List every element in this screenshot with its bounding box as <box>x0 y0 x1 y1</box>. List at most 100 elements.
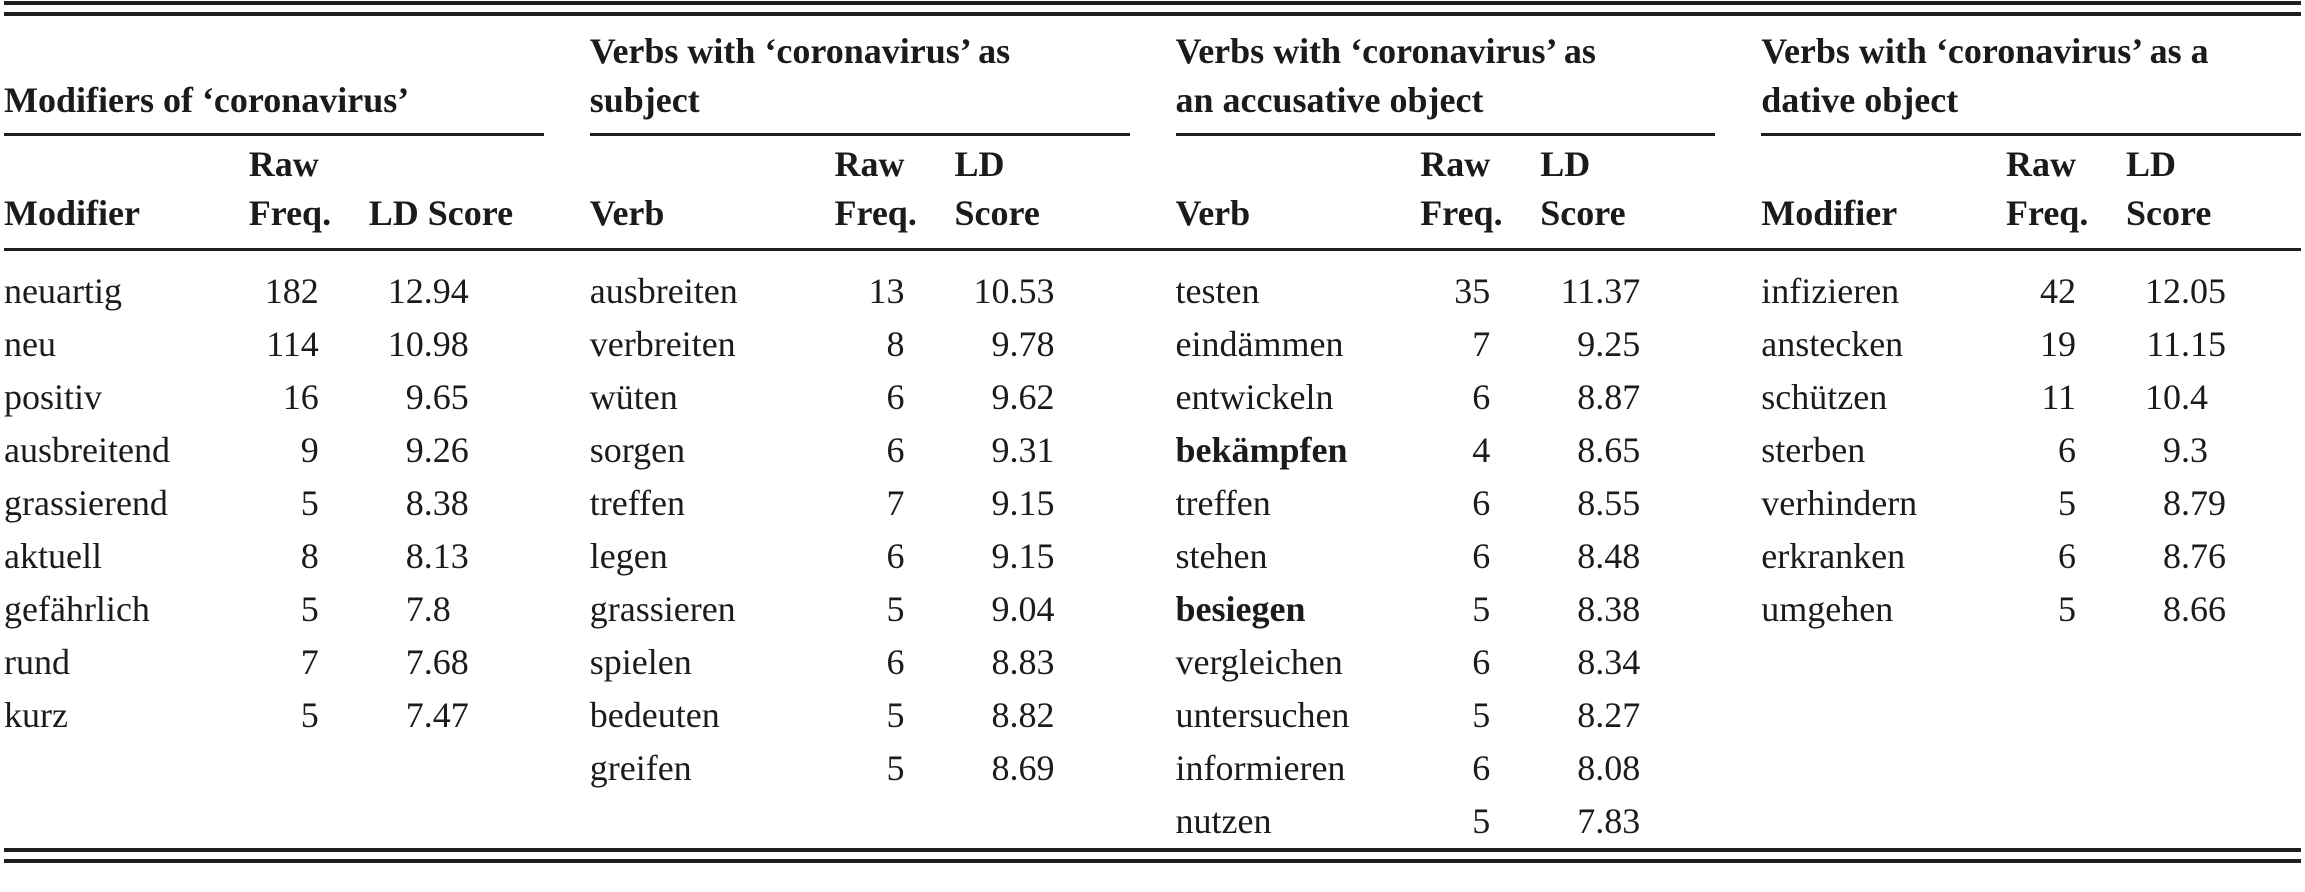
ld-score-value: 12.94 <box>369 265 544 318</box>
ld-score-header-line: Score <box>954 193 1040 233</box>
ld-score-value: 12.05 <box>2126 265 2301 318</box>
collocate-word: ausbreiten <box>589 271 738 311</box>
ld-score-integer-part: 10 <box>2145 377 2181 417</box>
collocate-word: sterben <box>1761 430 1866 470</box>
collocate-word: stehen <box>1175 536 1268 576</box>
ld-score-value: 10.53 <box>955 265 1130 318</box>
ld-score-value: 8.69 <box>955 742 1130 795</box>
table-row: wüten 6 9.62 <box>590 371 1130 424</box>
ld-score-fraction-part: .15 <box>1009 536 1055 576</box>
group-3-title: Verbs with ‘coronavirus’ as an accusative… <box>1175 16 1716 136</box>
collocate-word: spielen <box>589 642 692 682</box>
collocate-word: legen <box>589 536 668 576</box>
raw-freq-value: 5 <box>300 695 319 735</box>
table-row: stehen 6 8.48 <box>1176 530 1716 583</box>
raw-freq-value: 11 <box>2041 377 2076 417</box>
ld-score-value: 8.83 <box>955 636 1130 689</box>
ld-score-value: 9.25 <box>1540 318 1715 371</box>
ld-score-fraction-part: .79 <box>2181 483 2226 523</box>
raw-freq-column-header: Raw Freq. <box>1400 140 1540 238</box>
group-4-headers-col: Modifier Raw Freq. LD Score <box>1761 136 2301 248</box>
table-row: kurz 5 7.47 <box>4 689 544 742</box>
table-row: grassieren 5 9.04 <box>590 583 1130 636</box>
raw-freq-value: 182 <box>264 271 319 311</box>
word-column-header: Verb <box>1175 193 1251 233</box>
raw-freq-value: 42 <box>2040 271 2076 311</box>
collocate-word: eindämmen <box>1175 324 1344 364</box>
ld-score-integer-part: 7 <box>1577 801 1596 841</box>
group-2-headers: Verb Raw Freq. LD Score <box>590 136 1130 248</box>
ld-score-fraction-part: .65 <box>423 377 469 417</box>
ld-score-value: 8.82 <box>955 689 1130 742</box>
ld-score-fraction-part: .62 <box>1009 377 1055 417</box>
word-column-header: Verb <box>589 193 665 233</box>
ld-score-value: 9.31 <box>955 424 1130 477</box>
ld-score-fraction-part: .69 <box>1009 748 1055 788</box>
group-1-body: neuartig 182 12.94 neu 114 10.98 positiv 16 9.65… <box>4 265 544 848</box>
ld-score-value: 10.98 <box>369 318 544 371</box>
group-4-title-col: Verbs with ‘coronavirus’ as a dative obje… <box>1761 16 2301 136</box>
ld-score-integer-part: 8 <box>1577 748 1596 788</box>
raw-freq-header-line: Freq. <box>248 193 332 233</box>
header-underline-rule <box>4 248 2301 251</box>
ld-score-header-line: LD <box>1540 144 1591 184</box>
raw-freq-value: 5 <box>886 748 905 788</box>
group-4-body: infizieren 42 12.05 anstecken 19 11.15 schütze… <box>1761 265 2301 848</box>
collocate-word: neu <box>4 324 56 364</box>
raw-freq-column-header: Raw Freq. <box>815 140 955 238</box>
collocate-word: grassierend <box>4 483 168 523</box>
raw-freq-header-line: Raw <box>2006 144 2076 184</box>
ld-score-value: 7.8 <box>369 583 544 636</box>
ld-score-integer-part: 8 <box>2163 589 2181 629</box>
ld-score-value: 8.38 <box>369 477 544 530</box>
ld-score-integer-part: 7 <box>405 589 424 629</box>
group-title-line: Verbs with ‘coronavirus’ as <box>1175 31 1596 71</box>
ld-score-fraction-part: .31 <box>1009 430 1055 470</box>
collocate-word: entwickeln <box>1175 377 1334 417</box>
ld-score-value: 9.04 <box>955 583 1130 636</box>
ld-score-value: 8.87 <box>1540 371 1715 424</box>
ld-score-integer-part: 8 <box>1577 536 1596 576</box>
ld-score-integer-part: 9 <box>991 483 1010 523</box>
ld-score-column-header: LD Score <box>955 140 1130 238</box>
ld-score-integer-part: 10 <box>387 324 424 364</box>
ld-score-value: 11.15 <box>2126 318 2301 371</box>
table-row: bekämpfen 4 8.65 <box>1176 424 1716 477</box>
ld-score-fraction-part: .47 <box>423 695 469 735</box>
collocate-word: erkranken <box>1761 536 1906 576</box>
collocate-word: wüten <box>589 377 678 417</box>
group-title-line: dative object <box>1761 80 1959 120</box>
group-2-title: Verbs with ‘coronavirus’ as subject <box>589 16 1130 136</box>
ld-score-fraction-part: .78 <box>1009 324 1055 364</box>
ld-score-value: 8.27 <box>1540 689 1715 742</box>
table-row: erkranken 6 8.76 <box>1761 530 2301 583</box>
table-row: verbreiten 8 9.78 <box>590 318 1130 371</box>
table-row: aktuell 8 8.13 <box>4 530 544 583</box>
raw-freq-value: 6 <box>2058 430 2076 470</box>
collocate-word: neuartig <box>4 271 122 311</box>
ld-score-fraction-part: .48 <box>1595 536 1641 576</box>
raw-freq-value: 5 <box>886 695 905 735</box>
collocate-word: rund <box>4 642 70 682</box>
group-1-headers: Modifier Raw Freq. LD Score <box>4 136 544 248</box>
ld-score-value: 7.68 <box>369 636 544 689</box>
group-title-line: Modifiers of ‘coronavirus’ <box>4 80 410 120</box>
headers-row: Modifier Raw Freq. LD Score Verb Raw Freq. LD Sc… <box>4 136 2301 248</box>
ld-score-value: 9.15 <box>955 477 1130 530</box>
table-row: neu 114 10.98 <box>4 318 544 371</box>
table-row: vergleichen 6 8.34 <box>1176 636 1716 689</box>
table-row: infizieren 42 12.05 <box>1761 265 2301 318</box>
raw-freq-value: 7 <box>886 483 905 523</box>
raw-freq-value: 35 <box>1454 271 1491 311</box>
raw-freq-value: 6 <box>1472 483 1491 523</box>
raw-freq-header-line: Freq. <box>2006 193 2089 233</box>
ld-score-integer-part: 9 <box>2163 430 2181 470</box>
raw-freq-value: 5 <box>886 589 905 629</box>
ld-score-fraction-part: .66 <box>2181 589 2226 629</box>
ld-score-fraction-part: .05 <box>2181 271 2226 311</box>
collocate-word: bekämpfen <box>1175 430 1348 470</box>
raw-freq-value: 8 <box>300 536 319 576</box>
group-3-headers-col: Verb Raw Freq. LD Score <box>1176 136 1716 248</box>
raw-freq-value: 13 <box>868 271 905 311</box>
ld-score-integer-part: 10 <box>973 271 1010 311</box>
